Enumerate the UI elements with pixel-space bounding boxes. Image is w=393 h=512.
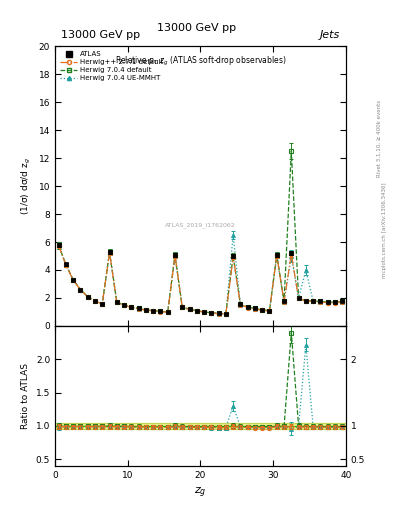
Text: mcplots.cern.ch [arXiv:1306.3436]: mcplots.cern.ch [arXiv:1306.3436]	[382, 183, 387, 278]
Text: 13000 GeV pp: 13000 GeV pp	[157, 23, 236, 33]
Y-axis label: (1/σ) dσ/d z$_g$: (1/σ) dσ/d z$_g$	[20, 157, 33, 215]
Text: Jets: Jets	[320, 31, 340, 40]
Text: ATLAS_2019_I1762062: ATLAS_2019_I1762062	[165, 222, 236, 228]
Y-axis label: Ratio to ATLAS: Ratio to ATLAS	[21, 363, 30, 429]
Legend: ATLAS, Herwig++ 2.7.1 default, Herwig 7.0.4 default, Herwig 7.0.4 UE-MMHT: ATLAS, Herwig++ 2.7.1 default, Herwig 7.…	[59, 50, 165, 82]
X-axis label: $z_g$: $z_g$	[194, 485, 207, 500]
Text: Relative $p_T$ $z_g$ (ATLAS soft-drop observables): Relative $p_T$ $z_g$ (ATLAS soft-drop ob…	[115, 54, 286, 68]
Text: 13000 GeV pp: 13000 GeV pp	[61, 31, 140, 40]
Text: Rivet 3.1.10, ≥ 400k events: Rivet 3.1.10, ≥ 400k events	[377, 100, 382, 177]
